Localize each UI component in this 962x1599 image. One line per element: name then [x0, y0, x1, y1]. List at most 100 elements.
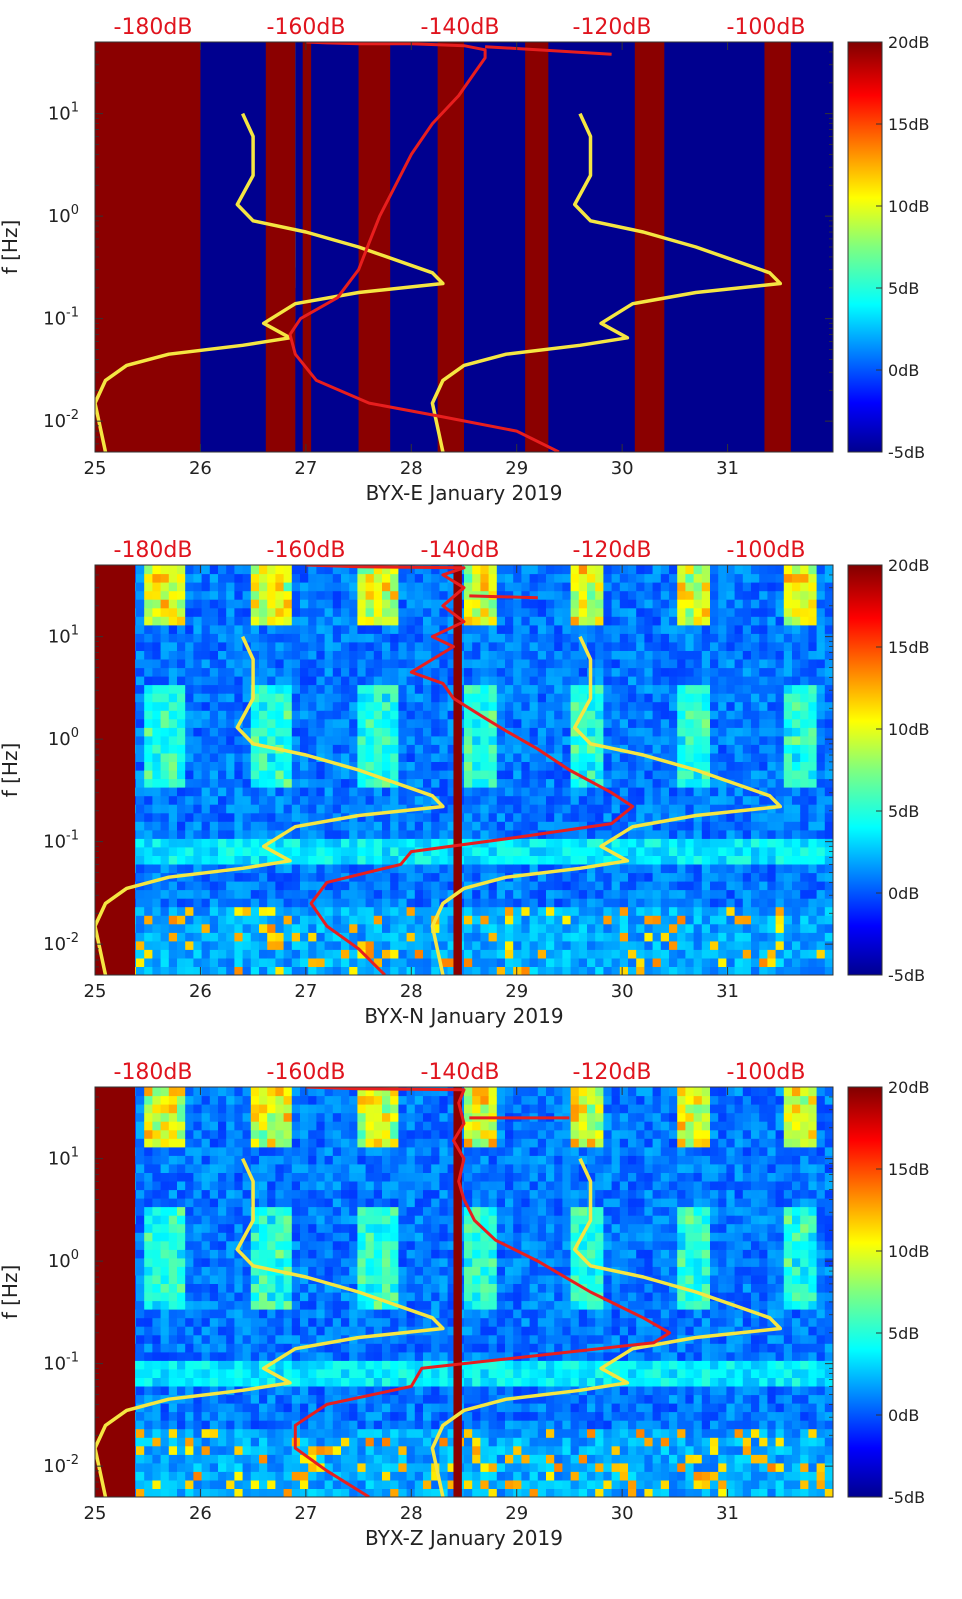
heat-cell — [308, 940, 317, 950]
heat-cell — [242, 872, 252, 882]
heat-cell — [693, 838, 703, 848]
heat-cell — [152, 872, 162, 882]
heat-cell — [619, 624, 629, 634]
heat-cell — [660, 676, 670, 686]
heat-cell — [447, 795, 457, 805]
heat-cell — [767, 659, 777, 669]
heat-cell — [595, 735, 604, 745]
heat-cell — [546, 761, 555, 771]
heat-cell — [136, 889, 145, 899]
heat-cell — [652, 966, 662, 975]
heat-cell — [464, 898, 473, 908]
heat-cell — [308, 624, 317, 634]
heat-cell — [341, 650, 350, 660]
heat-cell — [283, 889, 293, 899]
heat-cell — [628, 855, 637, 865]
heat-cell — [472, 710, 481, 720]
heat-cell — [570, 710, 580, 720]
heat-cell — [537, 607, 547, 617]
heat-cell — [242, 906, 252, 916]
heat-cell — [578, 616, 588, 626]
heat-cell — [710, 676, 719, 686]
heat-cell — [160, 778, 170, 788]
heat-cell — [218, 778, 227, 788]
heat-cell — [562, 676, 572, 686]
heat-cell — [390, 607, 399, 617]
heat-cell — [636, 650, 645, 660]
heat-cell — [685, 838, 695, 848]
heat-cell — [808, 624, 818, 634]
heat-cell — [160, 932, 170, 942]
heat-cell — [783, 667, 793, 677]
heat-cell — [332, 812, 342, 822]
heat-cell — [816, 787, 826, 797]
heat-cell — [308, 693, 317, 703]
heat-cell — [751, 565, 760, 575]
heat-cell — [193, 676, 203, 686]
heat-cell — [537, 582, 547, 592]
heat-cell — [373, 906, 383, 916]
heat-cell — [250, 761, 260, 771]
heat-cell — [521, 573, 531, 583]
heat-cell — [177, 735, 186, 745]
heat-cell — [275, 795, 285, 805]
heat-cell — [710, 624, 719, 634]
heat-cell — [291, 641, 301, 651]
heat-cell — [595, 727, 604, 737]
heat-cell — [562, 846, 572, 856]
heat-cell — [259, 881, 268, 891]
heat-cell — [496, 949, 506, 959]
heat-cell — [406, 624, 416, 634]
heat-cell — [480, 616, 490, 626]
heat-cell — [464, 590, 473, 600]
heat-cell — [250, 667, 260, 677]
heat-cell — [587, 710, 596, 720]
heat-cell — [259, 718, 268, 728]
heat-cell — [365, 718, 375, 728]
heat-cell — [267, 855, 276, 865]
heat-cell — [398, 821, 408, 831]
heat-cell — [800, 641, 809, 651]
heat-cell — [242, 957, 252, 967]
heat-cell — [496, 676, 506, 686]
heat-cell — [209, 710, 219, 720]
heat-cell — [578, 684, 588, 694]
x-tick-label: 31 — [716, 981, 739, 1002]
heat-cell — [193, 727, 203, 737]
heat-cell — [701, 872, 711, 882]
heat-cell — [332, 872, 342, 882]
heat-cell — [250, 881, 260, 891]
heat-cell — [693, 915, 703, 925]
heat-cell — [562, 855, 572, 865]
heat-cell — [160, 1445, 170, 1455]
heat-cell — [275, 701, 285, 711]
heat-cell — [742, 923, 752, 933]
top-db-label: -120dB — [573, 15, 652, 40]
heat-cell — [505, 624, 514, 634]
heat-cell — [242, 573, 252, 583]
heat-cell — [636, 676, 645, 686]
heat-cell — [267, 829, 276, 839]
heat-cell — [570, 650, 580, 660]
heat-cell — [300, 906, 309, 916]
heat-cell — [685, 932, 695, 942]
heat-cell — [201, 787, 211, 797]
heat-cell — [382, 770, 391, 780]
heat-cell — [710, 590, 719, 600]
heat-cell — [201, 821, 211, 831]
heat-cell — [759, 599, 768, 609]
heat-cell — [677, 752, 686, 762]
heat-cell — [390, 966, 399, 975]
heat-cell — [660, 667, 670, 677]
heat-cell — [644, 624, 654, 634]
heat-cell — [505, 846, 514, 856]
heat-cell — [177, 898, 186, 908]
heat-cell — [792, 744, 801, 754]
heat-cell — [439, 590, 449, 600]
heat-cell — [218, 676, 227, 686]
heat-cell — [390, 735, 399, 745]
heat-cell — [226, 940, 235, 950]
heat-cell — [267, 667, 276, 677]
heat-cell — [316, 727, 326, 737]
heat-cell — [177, 855, 186, 865]
